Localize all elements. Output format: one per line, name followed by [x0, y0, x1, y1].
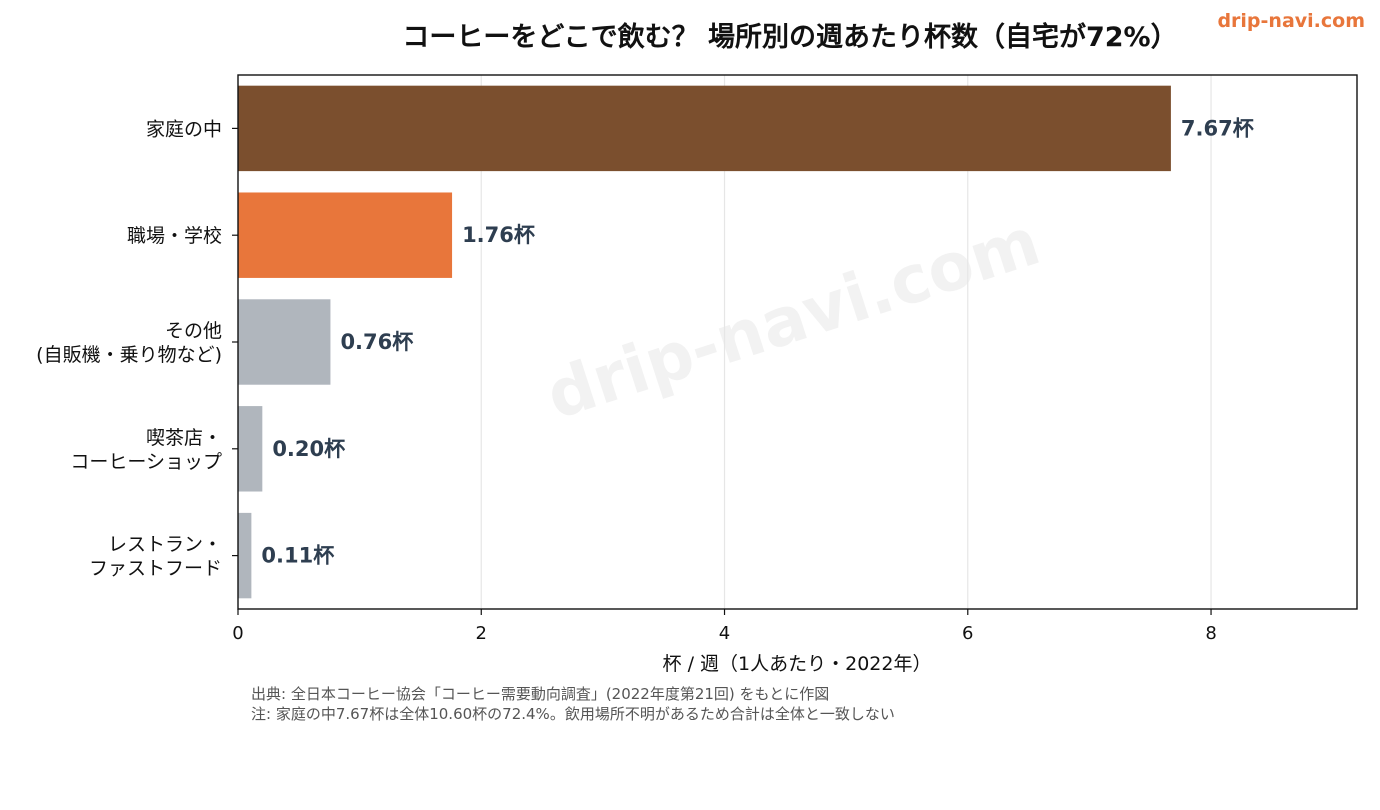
x-tick-label-4: 8 — [1205, 623, 1216, 644]
x-tick-label-3: 6 — [962, 623, 973, 644]
category-label-4-0: レストラン・ — [108, 534, 222, 556]
brand-logo-text[interactable]: drip-navi.com — [1217, 10, 1365, 32]
data-label-0: 7.67杯 — [1181, 116, 1254, 140]
chart-title: コーヒーをどこで飲む？ 場所別の週あたり杯数（自宅が72%） — [402, 21, 1177, 53]
bar-0 — [238, 85, 1171, 172]
x-axis-ticks: 0 2 4 6 8 — [232, 609, 1217, 644]
source-note: 出典: 全日本コーヒー協会「コーヒー需要動向調査」(2022年度第21回) をも… — [251, 685, 829, 703]
x-tick-label-1: 2 — [476, 623, 487, 644]
category-label-3-0: 喫茶店・ — [146, 427, 222, 449]
data-label-1: 1.76杯 — [462, 223, 535, 247]
category-label-4-1: ファストフード — [89, 558, 222, 580]
category-label-1-0: 職場・学校 — [127, 225, 222, 247]
category-label-2-1: (自販機・乗り物など) — [36, 344, 222, 366]
data-label-4: 0.11杯 — [261, 544, 334, 568]
bar-2 — [238, 299, 331, 385]
bars: 7.67杯 1.76杯 0.76杯 0.20杯 0.11杯 — [238, 85, 1254, 599]
bar-1 — [238, 192, 453, 278]
x-tick-label-2: 4 — [719, 623, 730, 644]
data-label-2: 0.76杯 — [340, 330, 413, 354]
bar-3 — [238, 406, 263, 492]
watermark-text: drip-navi.com — [537, 203, 1048, 435]
category-label-2-0: その他 — [165, 320, 222, 342]
category-label-0-0: 家庭の中 — [146, 118, 222, 140]
plot-frame — [237, 74, 1358, 610]
data-label-3: 0.20杯 — [272, 437, 345, 461]
bar-4 — [238, 512, 252, 599]
x-axis-label: 杯 / 週（1人あたり・2022年） — [663, 653, 932, 675]
category-label-3-1: コーヒーショップ — [70, 451, 222, 473]
x-tick-label-0: 0 — [232, 623, 243, 644]
footnote: 注: 家庭の中7.67杯は全体10.60杯の72.4%。飲用場所不明があるため合… — [251, 705, 895, 723]
